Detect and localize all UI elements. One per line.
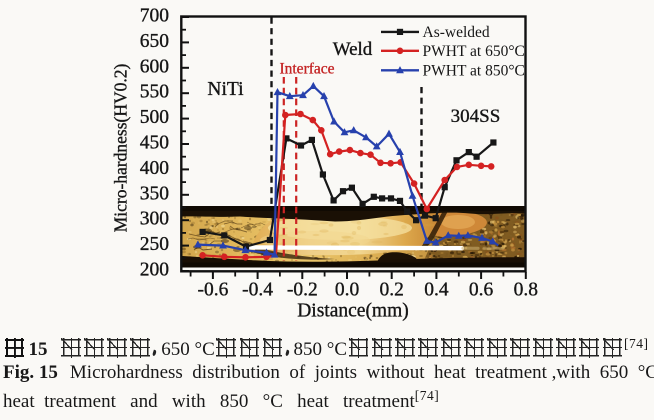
svg-text:Interface: Interface: [279, 61, 334, 78]
svg-text:400: 400: [140, 158, 169, 179]
svg-text:0.2: 0.2: [380, 280, 404, 301]
svg-text:600: 600: [140, 56, 169, 77]
svg-text:650: 650: [140, 31, 169, 52]
svg-text:0.0: 0.0: [335, 280, 359, 301]
svg-text:0.8: 0.8: [514, 280, 538, 301]
svg-text:0.4: 0.4: [424, 280, 449, 301]
svg-text:-0.4: -0.4: [242, 280, 273, 301]
svg-text:-0.6: -0.6: [197, 280, 228, 301]
svg-text:300: 300: [140, 209, 169, 230]
svg-text:Micro-hardness(HV0.2): Micro-hardness(HV0.2): [111, 64, 131, 233]
svg-text:450: 450: [140, 133, 169, 154]
svg-text:304SS: 304SS: [451, 106, 501, 127]
svg-text:As-welded: As-welded: [423, 24, 490, 41]
svg-text:500: 500: [140, 107, 169, 128]
svg-text:250: 250: [140, 234, 169, 255]
svg-text:-0.2: -0.2: [287, 280, 318, 301]
svg-text:Distance(mm): Distance(mm): [297, 301, 409, 322]
svg-text:0.6: 0.6: [469, 280, 494, 301]
svg-text:350: 350: [140, 183, 169, 204]
svg-text:200: 200: [140, 260, 169, 281]
svg-text:700: 700: [140, 6, 169, 27]
svg-text:NiTi: NiTi: [207, 79, 244, 100]
svg-text:PWHT at 850°C: PWHT at 850°C: [423, 63, 525, 80]
svg-text:550: 550: [140, 82, 169, 103]
svg-text:Weld: Weld: [333, 39, 373, 60]
svg-text:PWHT at 650°C: PWHT at 650°C: [423, 43, 525, 60]
